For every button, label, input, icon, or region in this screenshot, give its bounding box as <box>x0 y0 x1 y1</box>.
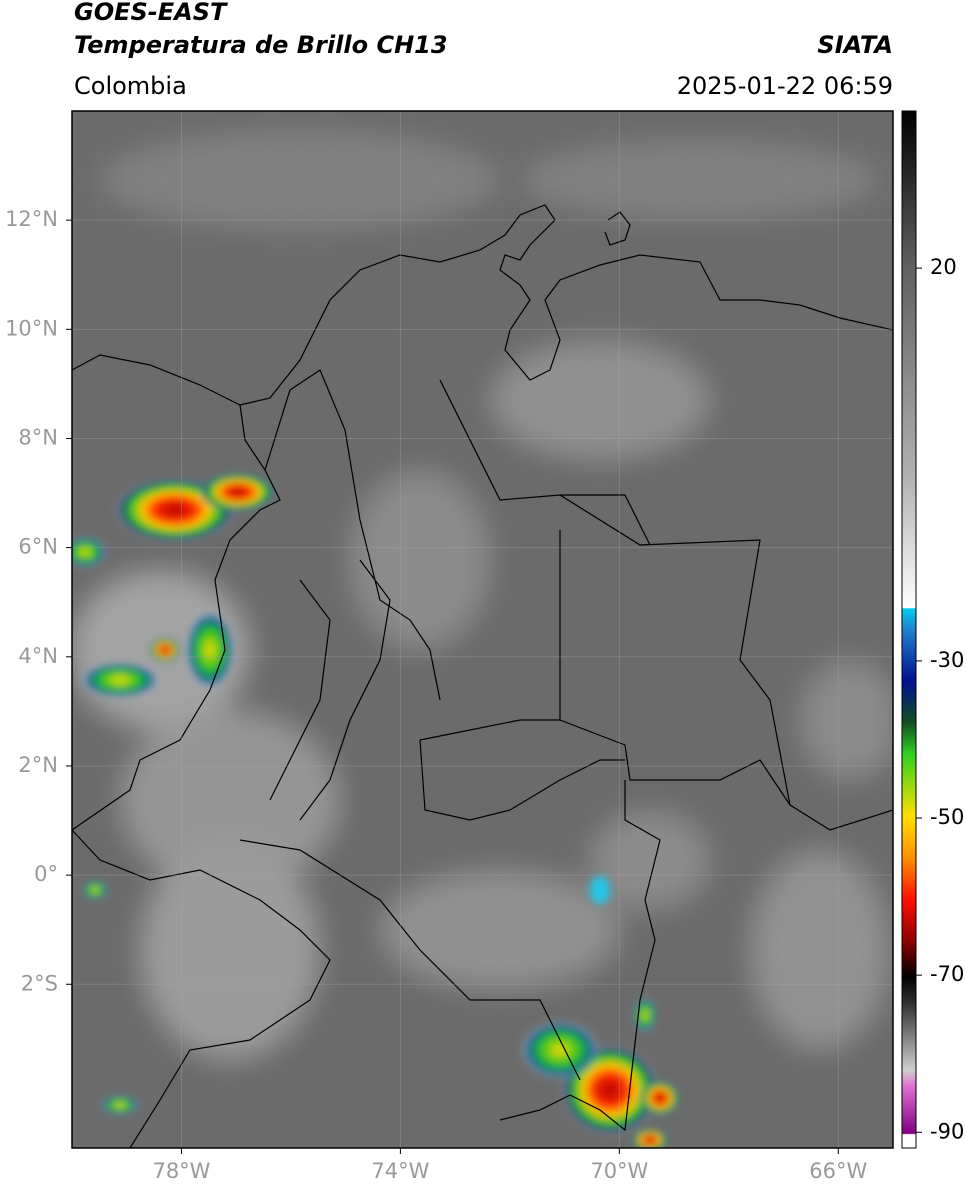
y-tick-label: 2°N <box>18 753 58 777</box>
colorbar: 20 -30 -50 -70 -90 <box>901 110 964 1149</box>
colorbar-tick-label: -50 <box>930 805 964 829</box>
colorbar-tick-label: -90 <box>930 1119 964 1143</box>
colorbar-tick-label: -30 <box>930 648 964 672</box>
datetime: 2025-01-22 06:59 <box>677 72 893 100</box>
colorbar-tick-label: 20 <box>930 255 957 279</box>
map-frame <box>71 110 894 1149</box>
graticule: 78°W 74°W 70°W 66°W 12°N 10°N 8°N 6°N 4°N 2°N 0° 2°… <box>5 111 893 1183</box>
y-tick-label: 0° <box>34 862 58 886</box>
source-name: SIATA <box>817 31 893 59</box>
map-image <box>72 111 893 1148</box>
y-tick-label: 6°N <box>18 535 58 559</box>
y-tick-label: 4°N <box>18 644 58 668</box>
x-tick-label: 78°W <box>152 1159 210 1183</box>
colorbar-scale <box>901 110 917 1149</box>
y-tick-label: 2°S <box>21 971 58 995</box>
satellite-name: GOES-EAST <box>74 0 228 26</box>
colorbar-tick-label: -70 <box>930 962 964 986</box>
y-tick-label: 12°N <box>5 207 58 231</box>
product-name: Temperatura de Brillo CH13 <box>74 31 448 59</box>
region-name: Colombia <box>74 72 187 100</box>
x-tick-label: 74°W <box>371 1159 429 1183</box>
x-tick-label: 66°W <box>809 1159 867 1183</box>
x-tick-label: 70°W <box>590 1159 648 1183</box>
y-tick-label: 10°N <box>5 316 58 340</box>
y-tick-label: 8°N <box>18 425 58 449</box>
